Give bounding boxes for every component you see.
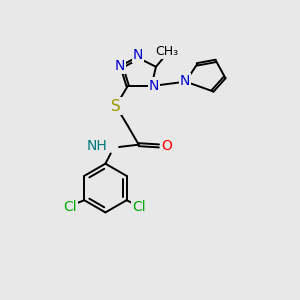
Text: N: N [133, 48, 143, 62]
Text: NH: NH [86, 139, 107, 153]
Text: S: S [111, 98, 121, 113]
Text: Cl: Cl [63, 200, 77, 214]
Text: N: N [149, 79, 159, 92]
Text: N: N [115, 58, 125, 73]
Text: N: N [180, 74, 190, 88]
Text: Cl: Cl [133, 200, 146, 214]
Text: CH₃: CH₃ [155, 45, 178, 58]
Text: O: O [161, 139, 172, 152]
